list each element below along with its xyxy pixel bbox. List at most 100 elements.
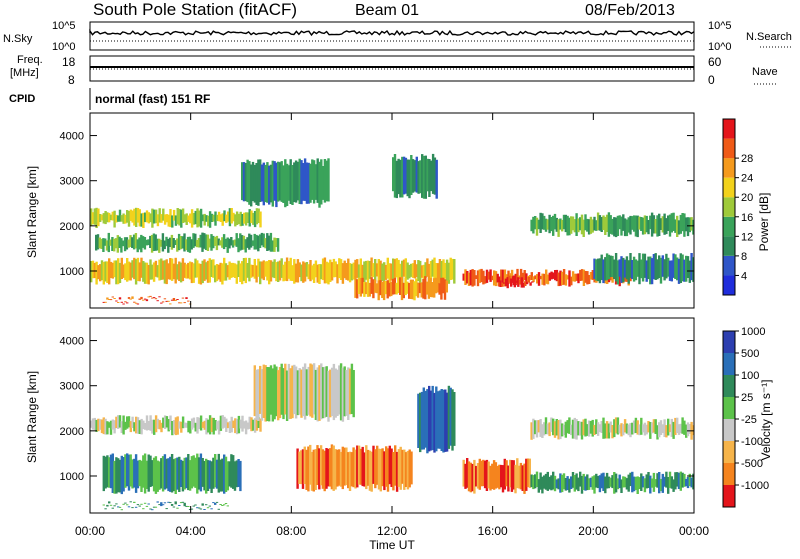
velocity-cell	[129, 454, 132, 487]
velocity-cell	[203, 461, 206, 491]
velocity-cell	[593, 475, 596, 494]
velocity-cell	[237, 459, 240, 487]
power-cell	[127, 239, 130, 248]
velocity-cell	[469, 462, 472, 493]
power-cell	[98, 237, 101, 249]
velocity-cell	[147, 421, 150, 430]
power-cell	[174, 257, 177, 284]
power-cell	[350, 263, 354, 281]
velocity-cell	[517, 465, 521, 489]
power-cell	[152, 233, 156, 251]
power-band	[90, 207, 262, 228]
power-cell	[113, 260, 116, 278]
power-cell	[161, 260, 165, 280]
power-cell	[329, 259, 332, 282]
power-cell	[208, 211, 212, 228]
velocity-cell	[587, 478, 591, 490]
time-tick-label: 04:00	[176, 524, 206, 538]
velocity-cell	[268, 367, 271, 422]
velocity-cell	[672, 421, 675, 439]
power-cell	[327, 158, 330, 202]
velocity-cell	[307, 366, 310, 415]
power-cell	[652, 215, 656, 234]
power-cell	[366, 278, 370, 297]
power-cell	[167, 300, 170, 302]
power-cell	[253, 259, 256, 279]
power-cell	[497, 282, 501, 287]
colorbar-tick-label: -100	[741, 436, 763, 448]
power-cell	[99, 214, 102, 222]
velocity-cell	[108, 422, 111, 428]
power-cell	[201, 214, 205, 222]
power-cell	[611, 218, 614, 235]
power-cell	[219, 240, 222, 246]
velocity-cell	[534, 420, 537, 435]
colorbar-cell	[723, 138, 735, 159]
colorbar-cell	[723, 158, 735, 178]
power-cell	[126, 258, 129, 282]
velocity-cell	[102, 417, 105, 435]
cpid-label: CPID	[9, 93, 35, 105]
velocity-cell	[571, 472, 575, 488]
power-cell	[663, 213, 666, 235]
cpid-strip: CPID normal (fast) 151 RF	[9, 88, 210, 110]
velocity-band	[102, 501, 229, 511]
velocity-cell	[399, 446, 402, 490]
velocity-cell	[537, 479, 540, 493]
power-cell	[517, 277, 520, 287]
power-cell	[622, 257, 625, 283]
power-cell	[140, 234, 143, 253]
velocity-cell	[244, 420, 248, 435]
colorbar-tick-label: 4	[741, 270, 747, 282]
colorbar-cell	[723, 375, 735, 397]
power-time-ticks	[89, 113, 695, 308]
power-cell	[685, 255, 688, 282]
power-cell	[647, 220, 650, 235]
power-cell	[493, 270, 496, 286]
velocity-cell	[113, 505, 116, 507]
velocity-cell	[192, 417, 196, 428]
power-cell	[681, 213, 684, 232]
velocity-cell	[235, 460, 238, 488]
velocity-cell	[309, 444, 312, 485]
velocity-cell	[145, 415, 149, 431]
power-cell	[674, 254, 677, 279]
velocity-cell	[647, 472, 650, 488]
power-cell	[109, 299, 113, 301]
velocity-cell	[501, 465, 505, 493]
power-cell	[216, 214, 219, 222]
power-cell	[277, 161, 280, 202]
power-cell	[147, 296, 150, 298]
power-cell	[627, 217, 630, 233]
power-cell	[598, 258, 602, 284]
velocity-band	[530, 417, 694, 440]
power-cell	[158, 259, 161, 281]
velocity-cell	[188, 460, 192, 491]
velocity-cell	[131, 459, 134, 489]
power-cell	[559, 270, 562, 286]
power-cell	[354, 259, 357, 278]
power-cell	[235, 211, 239, 225]
velocity-cell	[634, 417, 638, 433]
velocity-cell	[618, 424, 621, 434]
power-cell	[273, 237, 276, 252]
power-cell	[258, 234, 262, 248]
power-cell	[147, 239, 150, 246]
velocity-cell	[564, 421, 567, 438]
colorbar-cell	[723, 419, 735, 441]
velocity-cell	[507, 465, 510, 492]
power-cell	[293, 259, 296, 284]
velocity-cell	[534, 474, 537, 489]
velocity-cell	[255, 417, 259, 431]
power-cell	[214, 265, 217, 283]
power-cell	[552, 272, 555, 279]
power-cell	[90, 208, 93, 226]
velocity-cell	[143, 453, 147, 494]
velocity-cell	[296, 448, 299, 489]
velocity-cell	[528, 458, 531, 488]
power-cell	[239, 263, 242, 282]
power-cell	[142, 261, 145, 282]
velocity-cell	[185, 457, 188, 489]
power-cell	[102, 301, 105, 303]
power-cell	[323, 159, 327, 203]
